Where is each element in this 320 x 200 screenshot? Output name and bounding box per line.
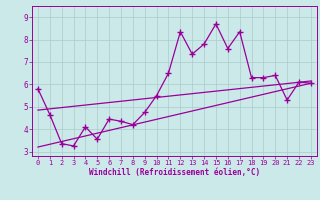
X-axis label: Windchill (Refroidissement éolien,°C): Windchill (Refroidissement éolien,°C) <box>89 168 260 177</box>
